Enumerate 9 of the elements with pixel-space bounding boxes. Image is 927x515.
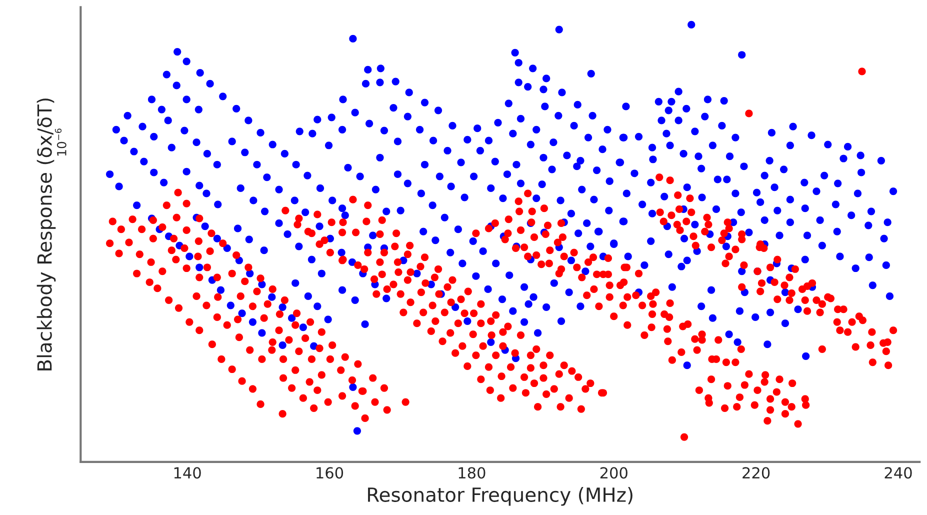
x-tick-label: 180	[458, 467, 486, 479]
x-axis-title: Resonator Frequency (MHz)	[368, 486, 632, 506]
text: 10$^{−6}$	[54, 128, 66, 156]
x-tick-label: 220	[742, 467, 770, 479]
x-tick-label: 140	[174, 467, 201, 479]
y-axis-title: Blackbody Response (δx/δT)	[36, 98, 56, 370]
x-tick-label: 200	[600, 467, 628, 479]
x-tick-label: 160	[316, 467, 344, 479]
x-tick-label: 240	[884, 467, 912, 479]
